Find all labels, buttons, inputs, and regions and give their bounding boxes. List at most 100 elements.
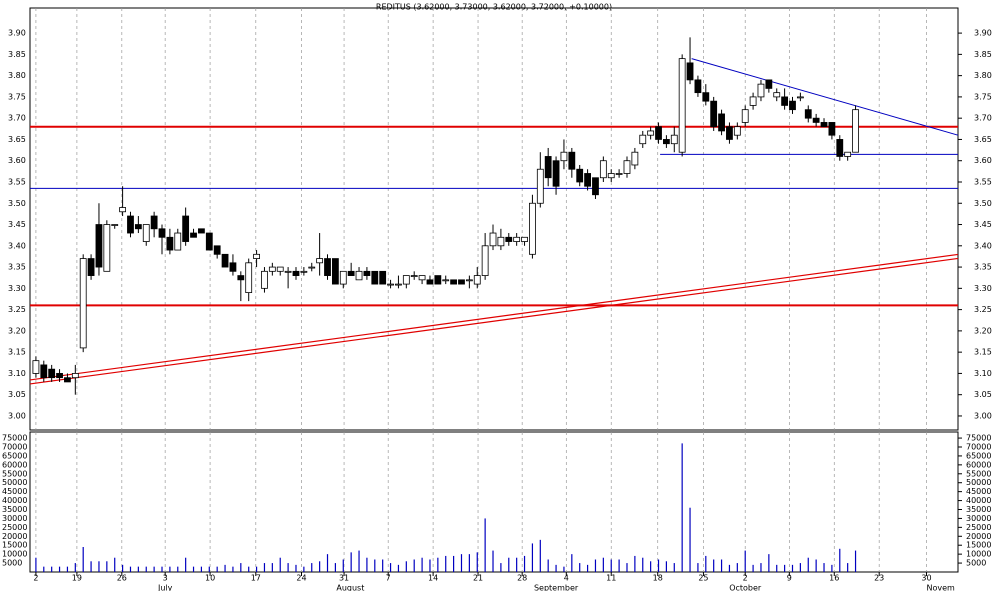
candle-body	[371, 270, 379, 285]
trend-line	[29, 257, 959, 385]
candle-body	[852, 109, 859, 153]
candle-body	[710, 100, 718, 128]
y-tick-label-right: 3.65	[974, 135, 992, 144]
chart-title: REDITUS (3.62000, 3.73000, 3.62000, 3.72…	[376, 3, 612, 12]
month-label: October	[729, 584, 762, 591]
candle-body	[844, 151, 852, 157]
y-tick-label: 60000	[2, 460, 27, 469]
y-tick-label-right: 3.40	[974, 241, 992, 250]
candle-body	[489, 232, 497, 247]
candle-body	[308, 266, 316, 269]
y-tick-label: 15000	[2, 541, 27, 550]
candle-body	[560, 151, 568, 162]
candle-body	[229, 262, 237, 272]
candle-body	[387, 283, 394, 286]
candle-body	[150, 215, 158, 230]
y-tick-label-right: 15000	[966, 541, 991, 550]
candle-body	[592, 177, 599, 196]
y-tick-label: 3.70	[8, 114, 26, 123]
candle-body	[48, 368, 56, 379]
candle-body	[434, 275, 442, 285]
x-tick-label: 26	[117, 574, 127, 583]
candle-body	[166, 236, 174, 251]
candle-body	[261, 270, 268, 289]
candle-body	[410, 275, 418, 277]
y-tick-label: 3.15	[8, 348, 26, 357]
candle-body	[599, 160, 607, 179]
x-tick-label: 2	[33, 574, 38, 583]
x-tick-label: 9	[787, 574, 792, 583]
candle-body	[473, 275, 481, 285]
candle-body	[450, 279, 458, 285]
y-tick-label-right: 3.35	[974, 263, 992, 272]
candle-body	[276, 266, 284, 272]
candle-body	[111, 224, 119, 226]
candle-body	[79, 258, 87, 349]
candle-body	[686, 62, 694, 81]
y-tick-label-right: 3.05	[974, 390, 992, 399]
candle-body	[56, 373, 63, 379]
price-pane	[29, 7, 959, 431]
y-tick-label: 3.65	[8, 135, 26, 144]
y-tick-label-right: 3.00	[974, 411, 992, 420]
y-tick-label-right: 3.45	[974, 220, 992, 229]
month-label: August	[336, 584, 364, 591]
candle-body	[521, 236, 528, 242]
candle-body	[678, 58, 686, 153]
candle-body	[87, 258, 95, 276]
trend-line	[691, 58, 959, 136]
candle-body	[615, 173, 623, 175]
candle-body	[40, 364, 48, 379]
candle-body	[292, 270, 300, 276]
y-tick-label-right: 50000	[966, 478, 991, 487]
y-tick-label-right: 3.85	[974, 50, 992, 59]
candle-body	[331, 258, 339, 285]
candle-body	[828, 122, 836, 136]
candle-body	[32, 360, 40, 374]
y-tick-label: 3.35	[8, 263, 26, 272]
candle-body	[190, 232, 197, 238]
candle-body	[442, 279, 450, 282]
month-label: September	[534, 584, 579, 591]
x-tick-label: 18	[653, 574, 663, 583]
candle-body	[789, 100, 796, 111]
y-tick-label-right: 75000	[966, 434, 991, 443]
y-tick-label-right: 35000	[966, 505, 991, 514]
y-tick-label: 3.25	[8, 305, 26, 314]
candle-body	[765, 79, 773, 89]
y-tick-label-right: 3.30	[974, 284, 992, 293]
x-tick-label: 21	[473, 574, 483, 583]
x-tick-label: 25	[698, 574, 708, 583]
y-tick-label: 30000	[2, 514, 27, 523]
y-tick-label-right: 70000	[966, 443, 991, 452]
candle-body	[205, 232, 213, 251]
y-tick-label-right: 3.15	[974, 348, 992, 357]
candle-body	[316, 258, 324, 264]
y-tick-label: 65000	[2, 451, 27, 460]
candle-body	[584, 173, 591, 187]
y-tick-label-right: 3.25	[974, 305, 992, 314]
candle-body	[158, 228, 166, 238]
y-tick-label: 45000	[2, 487, 27, 496]
y-tick-label-right: 3.10	[974, 369, 992, 378]
candle-body	[300, 270, 308, 273]
y-tick-label-right: 3.20	[974, 326, 992, 335]
y-tick-label-right: 3.70	[974, 114, 992, 123]
y-tick-label: 20000	[2, 532, 27, 541]
candle-body	[95, 224, 103, 268]
y-tick-label-right: 55000	[966, 469, 991, 478]
y-tick-label-right: 45000	[966, 487, 991, 496]
candle-body	[426, 279, 434, 285]
candle-body	[182, 215, 190, 242]
x-tick-label: 16	[829, 574, 839, 583]
y-tick-label: 3.85	[8, 50, 26, 59]
y-tick-label: 40000	[2, 496, 27, 505]
y-tick-label: 3.30	[8, 284, 26, 293]
y-tick-label: 3.55	[8, 177, 26, 186]
candle-body	[221, 253, 229, 268]
y-tick-label: 3.90	[8, 29, 26, 38]
candle-body	[284, 270, 292, 273]
y-tick-label: 70000	[2, 443, 27, 452]
y-tick-label-right: 60000	[966, 460, 991, 469]
x-tick-label: 2	[743, 574, 748, 583]
